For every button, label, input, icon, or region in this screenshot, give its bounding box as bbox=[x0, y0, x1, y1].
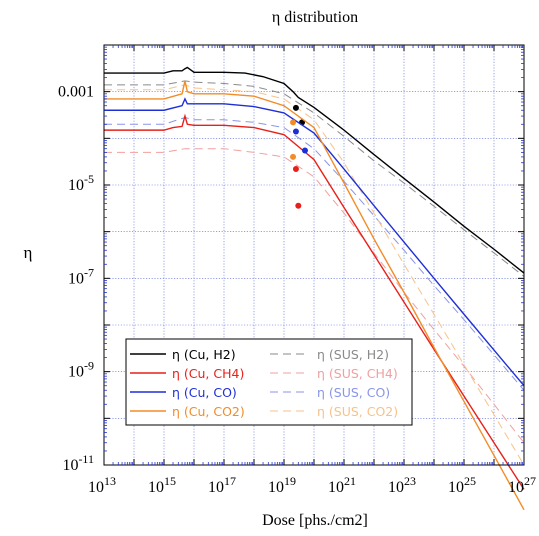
x-tick-label: 1021 bbox=[328, 474, 356, 496]
series-layer bbox=[104, 66, 525, 511]
series-marker bbox=[292, 166, 299, 173]
series-line bbox=[104, 66, 525, 274]
legend-label: η (SUS, H2) bbox=[317, 347, 389, 362]
series-marker bbox=[295, 202, 302, 209]
series-line bbox=[104, 97, 525, 387]
y-tick-label: 10-5 bbox=[68, 172, 94, 194]
x-tick-label: 1023 bbox=[388, 474, 416, 496]
legend-label: η (SUS, CO) bbox=[317, 385, 390, 400]
series-marker bbox=[292, 128, 299, 135]
series-marker bbox=[290, 119, 297, 126]
series-line bbox=[104, 148, 525, 444]
x-tick-label: 1027 bbox=[508, 474, 536, 496]
series-line bbox=[104, 80, 525, 511]
series-line bbox=[104, 80, 525, 277]
legend-label: η (Cu, H2) bbox=[172, 347, 236, 362]
series-marker bbox=[292, 104, 299, 111]
legend: η (Cu, H2) η (Cu, CH4) η (Cu, CO) η (Cu, CO… bbox=[125, 338, 413, 426]
series-marker bbox=[290, 153, 297, 160]
legend-label: η (Cu, CH4) bbox=[172, 366, 244, 381]
legend-box bbox=[125, 338, 413, 426]
y-axis-label: η bbox=[24, 243, 33, 262]
series-line bbox=[104, 116, 525, 391]
series-marker bbox=[301, 147, 308, 154]
axis-ticks: 1013 1015 1017 1019 1021 1023 1025 1027 10-11 10-… bbox=[58, 44, 536, 496]
x-tick-label: 1017 bbox=[208, 474, 236, 496]
series-line bbox=[104, 84, 525, 466]
y-tick-label: 10-7 bbox=[68, 265, 94, 287]
x-tick-label: 1025 bbox=[448, 474, 476, 496]
y-tick-label: 0.001 bbox=[58, 84, 94, 101]
x-tick-label: 1013 bbox=[88, 474, 116, 496]
legend-label: η (SUS, CH4) bbox=[317, 366, 398, 381]
y-tick-label: 10-9 bbox=[68, 359, 94, 381]
legend-label: η (Cu, CO) bbox=[172, 385, 237, 400]
y-tick-label: 10-11 bbox=[62, 452, 94, 474]
x-axis-label: Dose [phs./cm2] bbox=[262, 512, 368, 529]
legend-label: η (SUS, CO2) bbox=[317, 404, 398, 419]
legend-label: η (Cu, CO2) bbox=[172, 404, 245, 419]
x-tick-label: 1015 bbox=[148, 474, 176, 496]
x-tick-label: 1019 bbox=[268, 474, 296, 496]
chart-title: η distribution bbox=[272, 9, 358, 26]
